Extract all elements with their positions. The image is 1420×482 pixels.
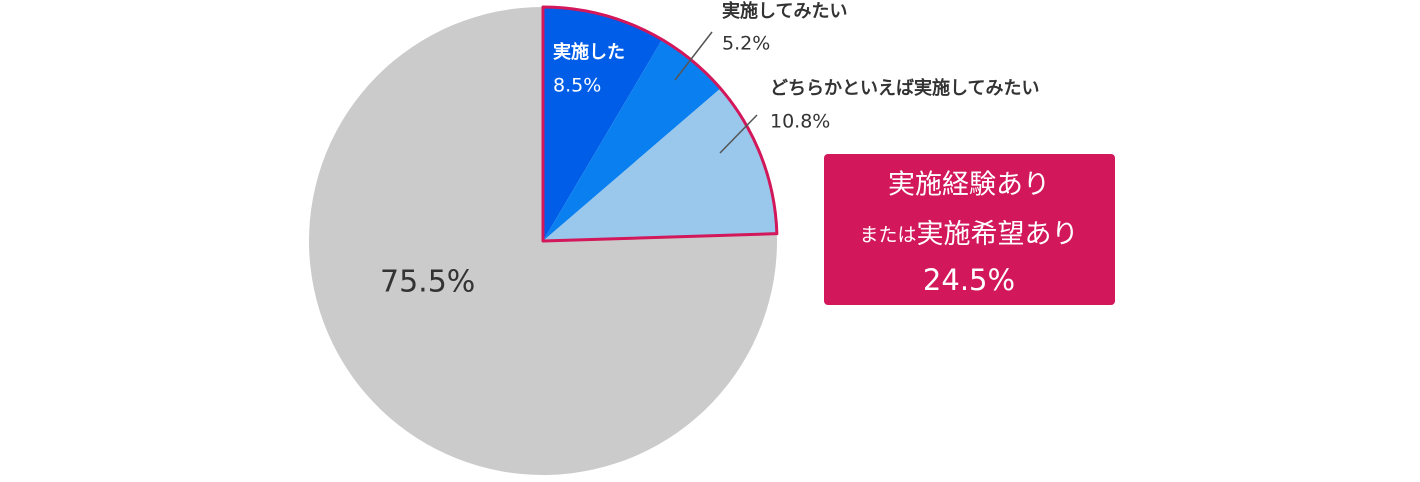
slice [543, 39, 721, 241]
slice-value: 10.8% [770, 111, 830, 133]
highlight-line: 実施希望あり [917, 219, 1079, 250]
highlight-line: または [859, 224, 916, 246]
slices [309, 5, 779, 476]
slice [543, 88, 777, 241]
highlight-outline [541, 5, 779, 243]
slice-value: 75.5% [380, 265, 475, 300]
leader-line [674, 31, 713, 81]
leader-line [719, 114, 758, 154]
highlight-line: または実施希望あり [859, 219, 1078, 250]
slice-label: 実施した [553, 41, 625, 63]
slice-value: 5.2% [722, 33, 770, 55]
slice [543, 7, 663, 241]
highlight-line: 実施経験あり [888, 170, 1050, 201]
slice-value: 8.5% [553, 75, 601, 97]
highlight-value: 24.5% [923, 263, 1015, 297]
slice-label: どちらかといえば実施してみたい [770, 77, 1039, 99]
slice-label: 実施してみたい [722, 0, 847, 22]
highlight-box [824, 154, 1115, 305]
